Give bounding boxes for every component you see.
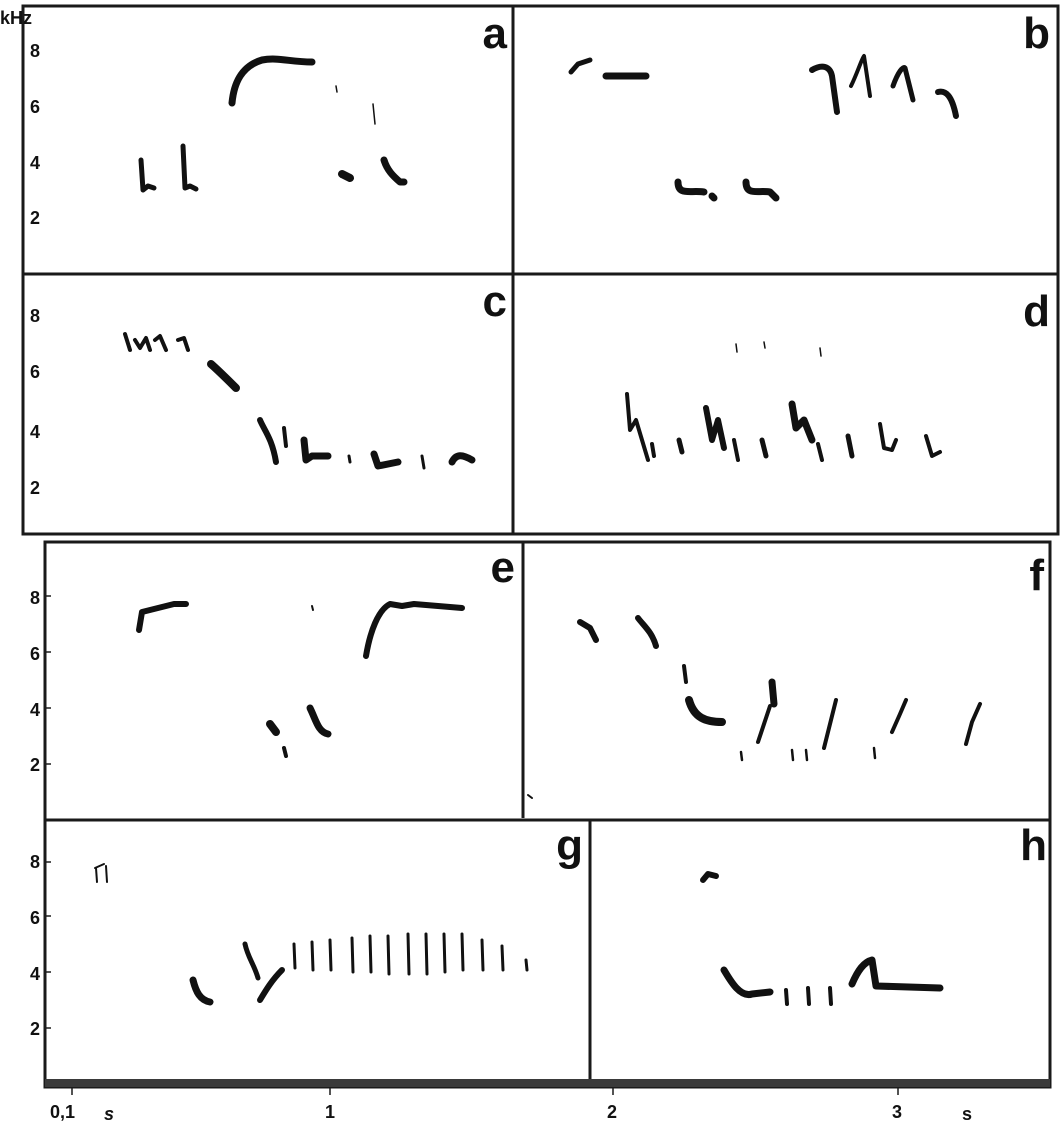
x-tick-0-1: 0,1 (50, 1102, 75, 1122)
y-tick-6: 6 (30, 908, 40, 928)
x-unit-label-end: s (962, 1104, 972, 1124)
panel-h-traces (700, 871, 944, 1006)
y-tick-2: 2 (30, 208, 40, 228)
y-tick-4: 4 (30, 422, 40, 442)
y-tick-6: 6 (30, 644, 40, 664)
x-axis-ticks (71, 1087, 899, 1095)
y-tick-8: 8 (30, 306, 40, 326)
lower-block-frame (43, 540, 1052, 1089)
panel-letter-a: a (483, 9, 508, 58)
y-tick-2: 2 (30, 755, 40, 775)
y-tick-4: 4 (30, 153, 40, 173)
y-tick-4: 4 (30, 700, 40, 720)
y-tick-6: 6 (30, 362, 40, 382)
y-tick-8: 8 (30, 41, 40, 61)
y-tick-8: 8 (30, 852, 40, 872)
panel-letters: a b c d e f g h (483, 9, 1050, 870)
panel-f-traces (527, 615, 982, 799)
panel-letter-f: f (1029, 551, 1044, 600)
x-tick-1: 1 (325, 1102, 335, 1122)
x-axis: 0,1 s 1 2 3 s (50, 1102, 972, 1124)
y-minor-ticks (45, 595, 51, 1029)
row-1-frames (21, 4, 1060, 536)
upper-block-frame (21, 4, 1060, 536)
lower-block-frames (43, 540, 1052, 1089)
x-tick-2: 2 (607, 1102, 617, 1122)
y-unit-label: kHz (0, 8, 32, 28)
panel-letter-b: b (1023, 9, 1050, 58)
panel-a-traces (138, 55, 408, 193)
panel-letter-h: h (1020, 821, 1047, 870)
time-axis-bar (45, 1079, 1050, 1087)
y-tick-4: 4 (30, 964, 40, 984)
y-tick-6: 6 (30, 97, 40, 117)
panel-letter-e: e (491, 543, 515, 592)
y-tick-8: 8 (30, 588, 40, 608)
y-tick-2: 2 (30, 478, 40, 498)
x-tick-3: 3 (892, 1102, 902, 1122)
panel-d-traces (625, 341, 942, 462)
panel-e-traces (136, 601, 465, 758)
panel-letter-c: c (483, 277, 507, 326)
panel-g-traces (94, 863, 529, 1006)
y-axis: kHz 8 6 4 2 8 6 4 2 8 6 4 2 8 6 4 2 (0, 8, 40, 1039)
panel-letter-d: d (1023, 287, 1050, 336)
panel-c-traces (123, 332, 476, 470)
panel-letter-g: g (556, 821, 583, 870)
panel-b-traces (568, 54, 959, 202)
x-unit-label: s (104, 1104, 114, 1124)
y-tick-2: 2 (30, 1019, 40, 1039)
